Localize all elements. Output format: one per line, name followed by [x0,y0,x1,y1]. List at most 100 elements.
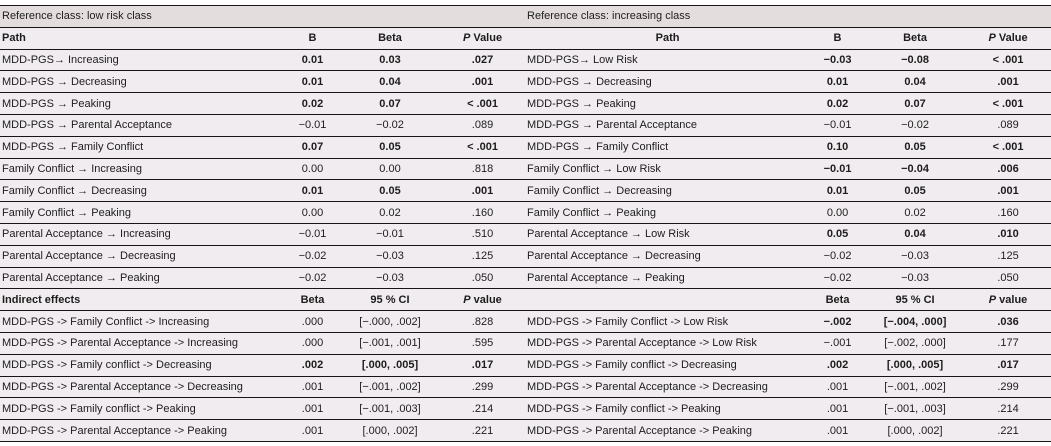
beta-cell: −0.01 [340,223,440,246]
path-cell: MDD-PGS -> Parental Acceptance -> Peakin… [0,419,285,442]
p-value-column-header: P Value [440,27,526,50]
p-value-cell: < .001 [965,136,1051,159]
path-cell: MDD-PGS -> Family conflict -> Decreasing [525,354,811,377]
path-cell: Family Conflict → Peaking [0,201,285,224]
p-header-italic: P [462,32,471,45]
table-row: Indirect effects Beta 95 % CI P value Beta 95… [0,288,1051,312]
table-row: Path B Beta P Value Path B Beta P Value [0,27,1051,50]
beta-cell: 0.07 [865,92,966,115]
p-value-cell: < .001 [440,136,526,159]
path-cell: MDD-PGS→ Low Risk [525,49,811,72]
path-cell: Parental Acceptance → Peaking [525,267,811,290]
table-row: MDD-PGS -> Parental Acceptance -> Decrea… [0,376,1051,399]
p-value-column-header: P value [440,288,526,312]
path-cell: MDD-PGS → Parental Acceptance [525,114,811,137]
table-row: Reference class: low risk class Reference… [0,5,1051,28]
ci-cell: [−.001, .002] [865,376,966,399]
ci-cell: [.000, .005] [865,354,966,377]
p-value-cell: .017 [440,354,526,377]
ci-column-header: 95 % CI [865,288,966,312]
table-row: MDD-PGS → Family Conflict 0.07 0.05 < .001 M… [0,136,1051,159]
path-cell: MDD-PGS → Family Conflict [525,136,811,159]
table-row: Family Conflict → Increasing 0.00 0.00.818… [0,158,1051,181]
beta-cell: 0.04 [865,223,966,246]
p-value-cell: .177 [965,332,1051,355]
p-value-cell: .006 [965,158,1051,181]
p-value-cell: .001 [965,70,1051,94]
path-cell: Family Conflict → Decreasing [0,179,285,203]
beta-cell: −0.02 [340,114,440,137]
p-header-italic: P [988,293,997,306]
beta-cell: .001 [810,419,866,442]
ci-cell: [−.001, .002] [340,376,440,399]
table-row: MDD-PGS -> Parental Acceptance -> Increa… [0,332,1051,355]
b-cell: −0.03 [810,49,866,72]
ci-cell: [.000, .005] [340,354,440,377]
p-value-cell: .001 [965,179,1051,203]
b-cell: −0.02 [810,267,866,290]
beta-cell: 0.02 [865,201,966,224]
p-value-cell: .299 [440,376,526,399]
beta-cell: −0.02 [865,114,966,137]
b-cell: 0.01 [810,70,866,94]
b-column-header: B [810,27,866,50]
p-value-cell: .214 [965,397,1051,421]
beta-cell: 0.04 [865,70,966,94]
p-header-rest: Value [470,32,503,45]
p-header-italic: P [463,293,471,306]
reference-class-label: Reference class: low risk class [0,5,526,28]
b-cell: 0.00 [285,201,340,224]
path-cell: Family Conflict → Low Risk [525,158,811,181]
reference-class-label: Reference class: increasing class [525,5,1051,28]
path-cell: MDD-PGS -> Parental Acceptance -> Decrea… [525,376,811,399]
beta-cell: .001 [810,376,866,399]
table-row: MDD-PGS -> Family conflict -> Decreasing… [0,354,1051,377]
p-value-cell: .017 [965,354,1051,377]
path-cell: MDD-PGS -> Family conflict -> Peaking [525,397,811,421]
path-cell: Family Conflict → Peaking [525,201,811,224]
path-cell: Parental Acceptance → Low Risk [525,223,811,246]
path-column-header: Path [525,27,811,50]
b-cell: −0.01 [810,114,866,137]
table-row: Parental Acceptance → Decreasing −0.02 −0.… [0,245,1051,268]
path-cell: Family Conflict → Increasing [0,158,285,181]
path-cell: MDD-PGS → Peaking [0,92,285,115]
b-cell: 0.10 [810,136,866,159]
p-value-cell: .125 [440,245,526,268]
beta-cell: −0.03 [340,245,440,268]
beta-cell: .001 [810,397,866,421]
beta-cell: −0.08 [865,49,966,72]
path-cell: Parental Acceptance → Peaking [0,267,285,290]
ci-column-header: 95 % CI [340,288,440,312]
path-cell: MDD-PGS → Decreasing [0,70,285,94]
beta-cell: −0.03 [865,245,966,268]
ci-cell: [−.004, .000] [865,310,966,333]
p-header-rest: value [470,293,502,306]
p-value-cell: < .001 [965,49,1051,72]
path-cell: MDD-PGS -> Family conflict -> Peaking [0,397,285,421]
beta-cell: 0.02 [340,201,440,224]
p-value-cell: .089 [440,114,526,137]
ci-cell: [−.000, .002] [340,310,440,333]
b-cell: −0.02 [285,245,340,268]
table-row: Family Conflict → Peaking 0.00 0.02.160 Fam… [0,201,1051,224]
path-cell: MDD-PGS -> Family Conflict -> Low Risk [525,310,811,333]
path-cell: MDD-PGS -> Parental Acceptance -> Increa… [0,332,285,355]
path-cell: Parental Acceptance → Decreasing [0,245,285,268]
p-value-cell: .089 [965,114,1051,137]
b-cell: −0.01 [285,223,340,246]
beta-cell: .001 [285,376,340,399]
path-cell: Parental Acceptance → Increasing [0,223,285,246]
p-value-cell: .001 [440,70,526,94]
b-cell: −0.02 [285,267,340,290]
ci-cell: [.000, .002] [865,419,966,442]
beta-cell: −0.04 [865,158,966,181]
ci-cell: [−.001, .003] [340,397,440,421]
p-value-cell: .050 [440,267,526,290]
p-value-cell: < .001 [965,92,1051,115]
b-cell: 0.07 [285,136,340,159]
path-cell: MDD-PGS -> Parental Acceptance -> Decrea… [0,376,285,399]
beta-column-header: Beta [810,288,866,312]
ci-cell: [−.001, .001] [340,332,440,355]
p-value-cell: .160 [440,201,526,224]
